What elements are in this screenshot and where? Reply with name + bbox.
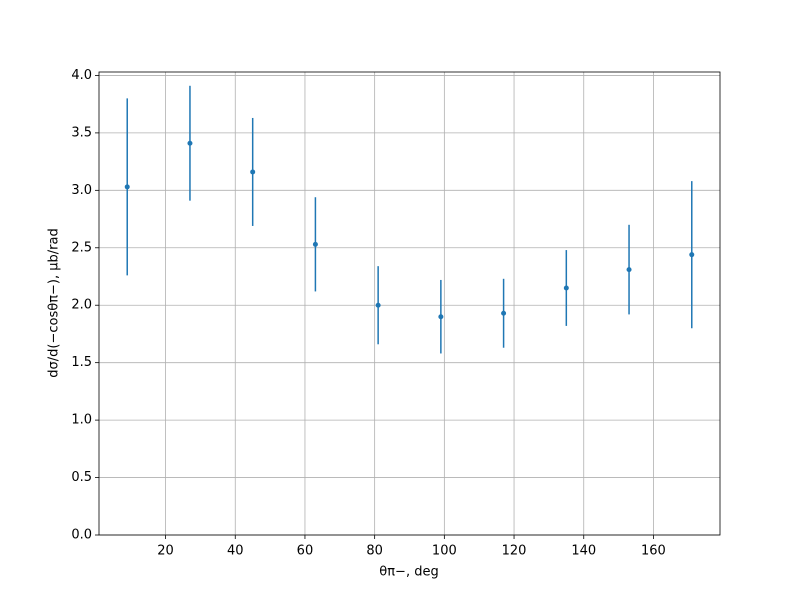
data-point: [563, 285, 569, 291]
x-axis-label: θπ−, deg: [379, 565, 438, 580]
x-tick-label: 140: [571, 544, 596, 559]
y-tick-label: 0.5: [71, 470, 92, 485]
data-point: [375, 302, 381, 308]
x-tick-label: 60: [297, 544, 314, 559]
x-tick-label: 80: [366, 544, 383, 559]
data-point: [250, 169, 256, 175]
y-tick-label: 2.5: [71, 240, 92, 255]
y-tick-label: 4.0: [71, 68, 92, 83]
y-tick-label: 3.0: [71, 183, 92, 198]
x-tick-label: 160: [641, 544, 666, 559]
data-point: [626, 267, 632, 273]
y-tick-label: 0.0: [71, 528, 92, 543]
data-point: [438, 314, 444, 320]
y-tick-label: 2.0: [71, 298, 92, 313]
data-point: [187, 140, 193, 146]
data-point: [501, 310, 507, 316]
x-tick-label: 40: [227, 544, 244, 559]
data-point: [312, 241, 318, 247]
y-tick-label: 1.5: [71, 355, 92, 370]
y-tick-label: 1.0: [71, 413, 92, 428]
x-tick-label: 120: [502, 544, 527, 559]
y-axis-label: dσ/d(−cosθπ−), μb/rad: [47, 228, 62, 377]
x-tick-label: 20: [157, 544, 174, 559]
plot-frame: [98, 71, 721, 536]
data-point: [689, 252, 695, 258]
x-tick-label: 100: [432, 544, 457, 559]
y-tick-label: 3.5: [71, 125, 92, 140]
data-point: [124, 184, 130, 190]
